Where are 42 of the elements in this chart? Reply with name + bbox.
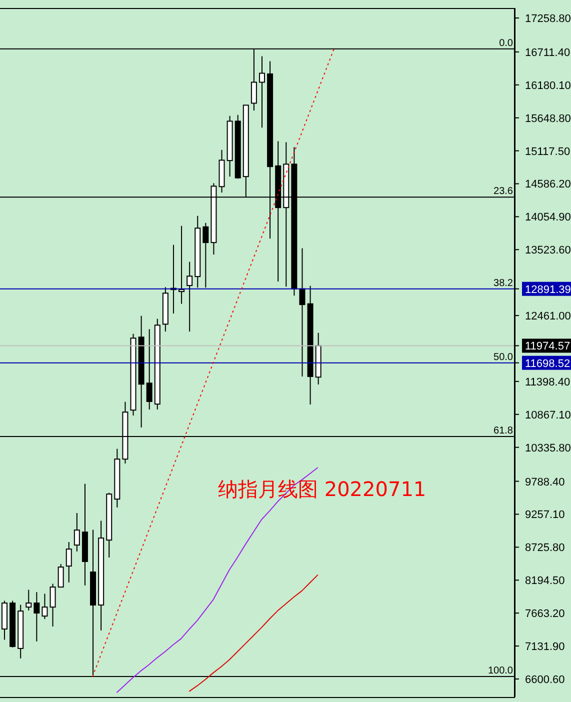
annotation: 61.8 [494, 426, 514, 437]
y-tick-label: 11398.40 [525, 376, 570, 388]
annotation: 0.0 [499, 38, 514, 49]
line-series [116, 467, 318, 694]
line-series [188, 574, 318, 692]
candlestick [42, 593, 48, 620]
y-tick-label: 6600.60 [525, 674, 565, 686]
annotation: 50.0 [494, 352, 514, 363]
y-tick-label: 16711.40 [525, 46, 570, 59]
candlestick [58, 564, 64, 588]
candlestick [202, 222, 209, 288]
y-tick-label: 12891.39 [525, 284, 571, 296]
y-tick-label: 7663.20 [525, 608, 565, 620]
y-tick-label: 9788.40 [525, 476, 565, 488]
y-tick-label: 13523.60 [525, 244, 571, 257]
candlestick [259, 56, 265, 128]
y-tick-label: 16180.10 [525, 80, 571, 92]
y-tick-label: 17258.80 [525, 12, 571, 25]
y-tick-label: 14586.20 [525, 178, 571, 191]
candlestick [50, 583, 56, 627]
y-tick-label: 11974.57 [525, 340, 570, 353]
y-tick-label: 8194.50 [525, 575, 565, 588]
candlestick [186, 261, 193, 332]
annotation: 23.6 [494, 186, 514, 198]
y-tick-label: 15117.50 [525, 146, 570, 158]
y-tick-label: 11698.52 [525, 358, 570, 370]
candlestick [74, 512, 80, 552]
y-tick-label: 8725.80 [525, 542, 565, 554]
annotation: 38.2 [494, 278, 514, 289]
y-tick-label: 10867.10 [525, 409, 571, 422]
y-tick-label: 9257.10 [525, 509, 565, 522]
y-tick-label: 7131.90 [525, 641, 565, 654]
candlestick [146, 328, 152, 410]
candlestick [26, 589, 32, 611]
y-tick-label: 10335.80 [525, 442, 571, 454]
y-tick-label: 15648.80 [525, 112, 571, 125]
y-tick-label: 12461.00 [525, 310, 571, 323]
candlestick [34, 592, 40, 642]
annotation: 100.0 [488, 666, 514, 677]
y-tick-label: 14054.90 [525, 212, 571, 224]
candlestick [66, 542, 72, 583]
candlestick [299, 248, 306, 377]
